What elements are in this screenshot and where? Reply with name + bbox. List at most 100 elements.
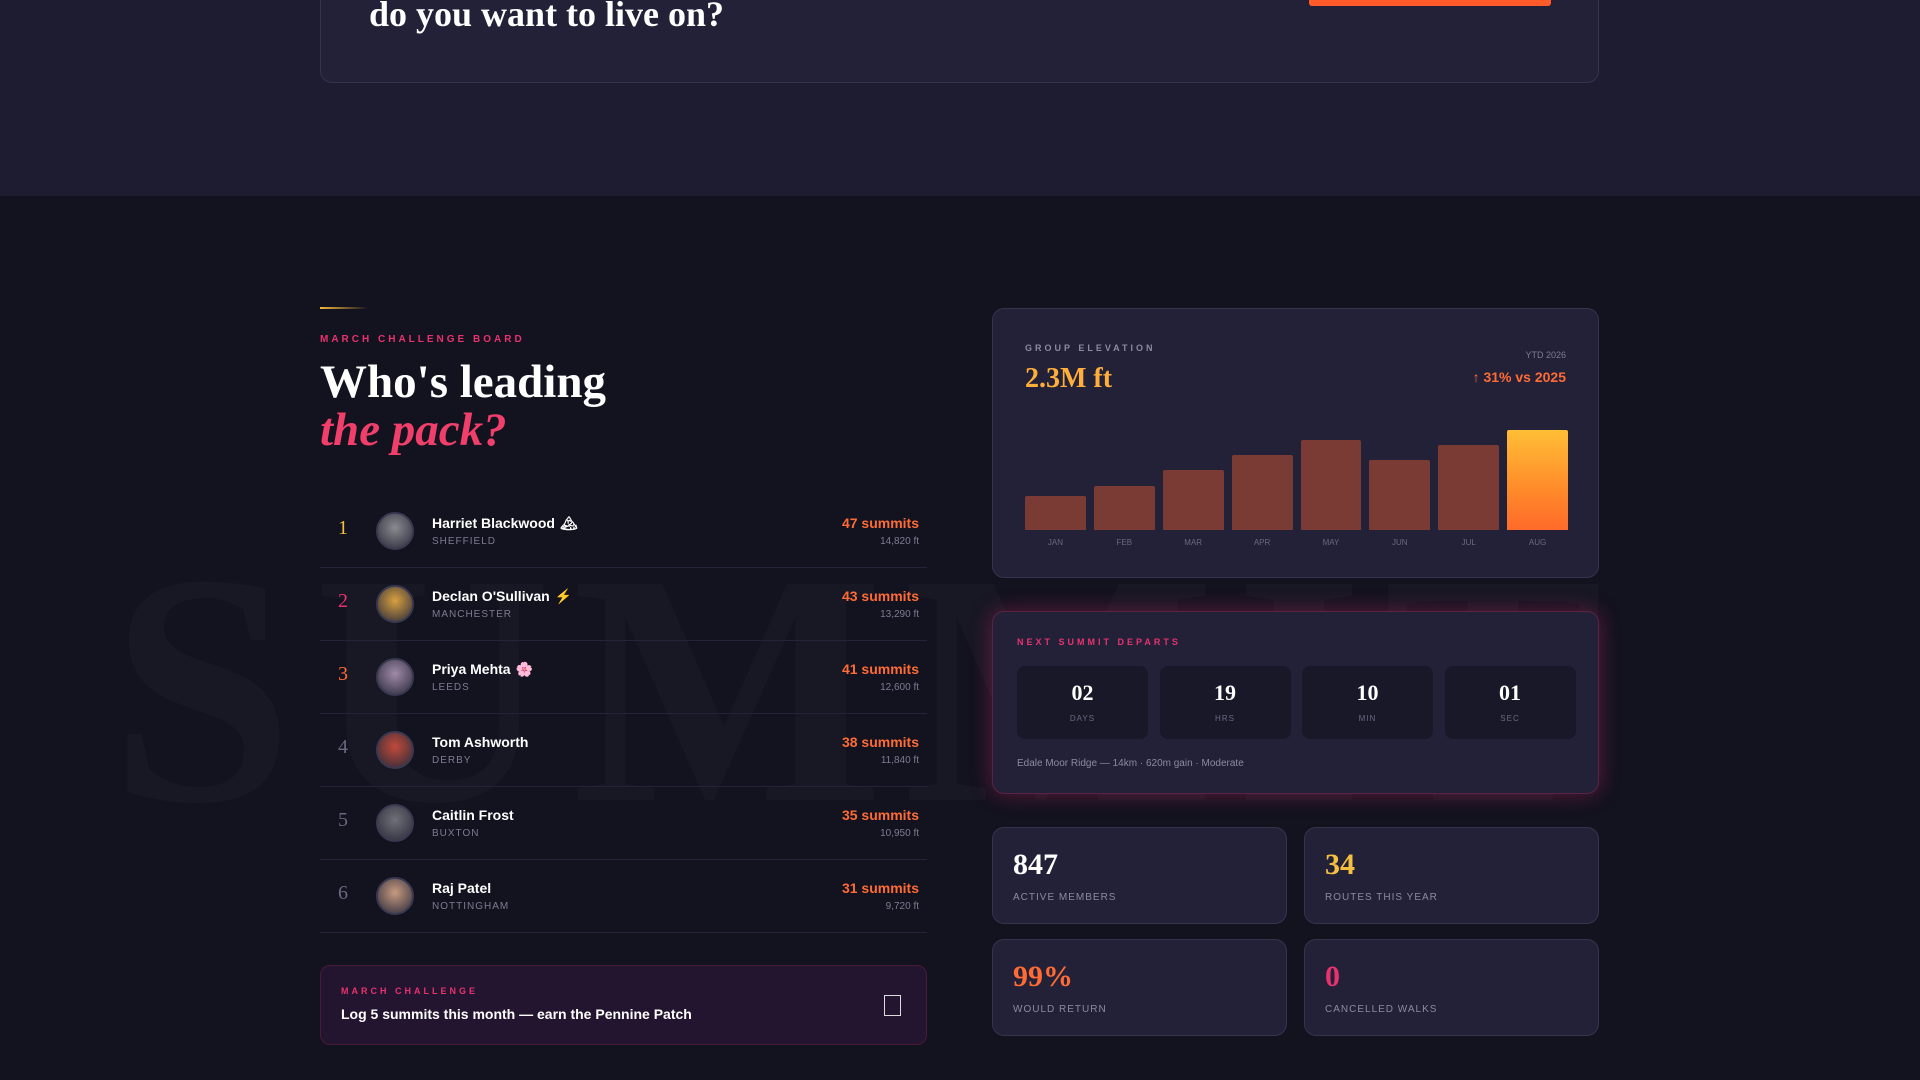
name: Caitlin Frost — [432, 807, 514, 823]
countdown-label: MIN — [1358, 714, 1377, 723]
leaderboard-row[interactable]: 3 Priya Mehta 🌸 LEEDS 41 summits 12,600 ft — [320, 641, 927, 714]
countdown-unit: 19 HRS — [1159, 666, 1291, 739]
avatar — [376, 877, 414, 915]
x-tick-label: MAR — [1184, 538, 1203, 547]
icon — [884, 995, 901, 1016]
rank: 4 — [338, 736, 348, 758]
stat-card: 34 ROUTES THIS YEAR — [1304, 827, 1599, 924]
challenge-text: Log 5 summits this month — earn the Penn… — [341, 1006, 692, 1022]
bar — [1231, 454, 1293, 530]
badge: 🌸 — [515, 661, 534, 677]
bar-chart: JAN FEB MAR APR MAY JUN JUL AUG — [1025, 417, 1568, 547]
bar — [1438, 444, 1500, 530]
stat-value: 99% — [1013, 960, 1073, 993]
challenge-banner[interactable]: MARCH CHALLENGE Log 5 summits this month… — [320, 965, 927, 1045]
countdown-value: 01 — [1499, 680, 1521, 705]
feet: 13,290 ft — [880, 609, 919, 620]
stat-label: CANCELLED WALKS — [1325, 1004, 1438, 1015]
stat-value: 34 — [1325, 848, 1355, 881]
feet: 11,840 ft — [880, 755, 919, 766]
hero-card: do you want to live on? — [320, 0, 1599, 83]
member-name: Raj Patel — [432, 880, 491, 896]
city: DERBY — [432, 755, 472, 766]
stat-value: 0 — [1325, 960, 1340, 993]
countdown-label: HRS — [1215, 714, 1235, 723]
accent-line — [320, 307, 368, 309]
leaderboard: 1 Harriet Blackwood 🏔 SHEFFIELD 47 summits 14… — [320, 495, 927, 933]
period: YTD 2026 — [1525, 350, 1566, 360]
rank: 3 — [338, 663, 348, 685]
bar — [1369, 459, 1431, 530]
member-name: Priya Mehta 🌸 — [432, 661, 533, 678]
total: 2.3M ft — [1025, 363, 1113, 394]
avatar — [376, 658, 414, 696]
cta-button[interactable] — [1309, 0, 1551, 6]
countdown-unit: 02 DAYS — [1017, 666, 1148, 739]
countdown-value: 19 — [1214, 680, 1236, 705]
countdown-label: DAYS — [1069, 714, 1096, 723]
x-tick-label: JAN — [1047, 538, 1063, 547]
countdown-unit: 01 SEC — [1444, 666, 1576, 739]
change: ↑ 31% vs 2025 — [1472, 369, 1566, 385]
leaderboard-row[interactable]: 5 Caitlin Frost BUXTON 35 summits 10,950 ft — [320, 787, 927, 860]
eyebrow: GROUP ELEVATION — [1025, 343, 1156, 353]
rank: 5 — [338, 809, 348, 831]
rank: 1 — [338, 517, 348, 539]
city: MANCHESTER — [432, 609, 513, 620]
stat-card: 99% WOULD RETURN — [992, 939, 1287, 1036]
elevation-card: GROUP ELEVATION 2.3M ft YTD 2026 ↑ 31% v… — [992, 308, 1599, 578]
summits: 47 summits — [841, 515, 919, 531]
leaderboard-row[interactable]: 4 Tom Ashworth DERBY 38 summits 11,840 ft — [320, 714, 927, 787]
badge: 🏔 — [559, 515, 578, 531]
hero-title: do you want to live on? — [369, 0, 725, 34]
summits: 41 summits — [841, 661, 919, 677]
stat-card: 847 ACTIVE MEMBERS — [992, 827, 1287, 924]
feet: 9,720 ft — [885, 901, 919, 912]
countdown-unit: 10 MIN — [1302, 666, 1433, 739]
feet: 10,950 ft — [880, 828, 919, 839]
countdown-value: 02 — [1071, 680, 1094, 705]
note: Edale Moor Ridge — 14km · 620m gain · Mo… — [1017, 758, 1244, 769]
bar — [1093, 485, 1155, 530]
avatar — [376, 804, 414, 842]
stat-label: ROUTES THIS YEAR — [1325, 892, 1438, 903]
member-name: Harriet Blackwood 🏔 — [432, 515, 578, 532]
x-tick-label: AUG — [1528, 538, 1547, 547]
leaderboard-row[interactable]: 2 Declan O'Sullivan ⚡ MANCHESTER 43 summits 1… — [320, 568, 927, 641]
city: SHEFFIELD — [432, 536, 497, 547]
x-tick-label: APR — [1253, 538, 1271, 547]
feet: 12,600 ft — [880, 682, 919, 693]
bar — [1507, 430, 1568, 530]
name: Tom Ashworth — [432, 734, 529, 750]
hero-section: do you want to live on? — [0, 0, 1920, 196]
avatar — [376, 731, 414, 769]
feet: 14,820 ft — [880, 536, 919, 547]
stat-value: 847 — [1013, 848, 1058, 881]
x-tick-label: JUL — [1461, 538, 1476, 547]
member-name: Declan O'Sullivan ⚡ — [432, 588, 572, 605]
countdown-card: NEXT SUMMIT DEPARTS Edale Moor Ridge — 1… — [992, 611, 1599, 794]
bar — [1162, 469, 1224, 530]
eyebrow: MARCH CHALLENGE BOARD — [320, 334, 525, 345]
city: NOTTINGHAM — [432, 901, 510, 912]
stat-label: ACTIVE MEMBERS — [1013, 892, 1117, 903]
summits: 31 summits — [841, 880, 919, 896]
name: Priya Mehta — [432, 661, 511, 677]
x-tick-label: JUN — [1392, 538, 1408, 547]
name: Declan O'Sullivan — [432, 588, 550, 604]
member-name: Caitlin Frost — [432, 807, 514, 823]
summits: 43 summits — [841, 588, 919, 604]
bar — [1300, 440, 1362, 530]
badge: ⚡ — [554, 588, 573, 604]
stat-label: WOULD RETURN — [1013, 1004, 1107, 1015]
eyebrow: MARCH CHALLENGE — [341, 986, 478, 996]
bar — [1025, 495, 1086, 530]
leaderboard-row[interactable]: 1 Harriet Blackwood 🏔 SHEFFIELD 47 summits 14… — [320, 495, 927, 568]
avatar — [376, 512, 414, 550]
summits: 38 summits — [841, 734, 919, 750]
heading: Who's leading — [320, 356, 606, 408]
leaderboard-row[interactable]: 6 Raj Patel NOTTINGHAM 31 summits 9,720 ft — [320, 860, 927, 933]
rank: 2 — [338, 590, 348, 612]
city: BUXTON — [432, 828, 480, 839]
